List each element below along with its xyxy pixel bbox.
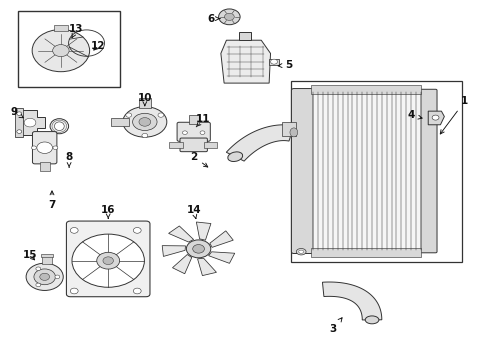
- Text: 6: 6: [207, 14, 220, 24]
- Bar: [169, 141, 183, 148]
- Bar: [53, 24, 68, 31]
- Bar: [42, 256, 52, 264]
- Polygon shape: [196, 222, 211, 240]
- Text: 14: 14: [186, 206, 201, 219]
- Text: 10: 10: [138, 93, 152, 105]
- Circle shape: [270, 59, 277, 64]
- Text: 2: 2: [190, 152, 208, 167]
- Bar: [15, 108, 23, 137]
- Bar: [139, 98, 151, 108]
- Circle shape: [32, 30, 90, 72]
- Ellipse shape: [299, 250, 304, 253]
- Ellipse shape: [133, 113, 157, 131]
- Circle shape: [133, 228, 141, 233]
- Circle shape: [17, 112, 22, 116]
- Polygon shape: [322, 282, 382, 320]
- Circle shape: [126, 113, 132, 117]
- Text: 12: 12: [91, 41, 106, 50]
- Text: 3: 3: [329, 318, 342, 334]
- Circle shape: [55, 275, 60, 279]
- Circle shape: [26, 263, 63, 291]
- Circle shape: [103, 257, 113, 265]
- Text: 11: 11: [196, 114, 211, 127]
- Circle shape: [24, 118, 36, 127]
- Bar: [204, 141, 217, 148]
- Bar: [269, 59, 279, 65]
- Text: 13: 13: [69, 24, 84, 37]
- Text: 7: 7: [49, 191, 56, 210]
- Polygon shape: [21, 110, 45, 135]
- Polygon shape: [162, 246, 186, 256]
- Text: 5: 5: [278, 60, 293, 70]
- Circle shape: [34, 269, 55, 285]
- Circle shape: [139, 118, 151, 126]
- Text: 8: 8: [66, 152, 73, 167]
- Bar: [189, 115, 198, 124]
- Circle shape: [219, 9, 240, 25]
- Circle shape: [17, 130, 22, 134]
- Circle shape: [37, 142, 52, 153]
- Circle shape: [71, 288, 78, 294]
- Circle shape: [53, 146, 58, 149]
- Polygon shape: [209, 252, 235, 263]
- Bar: [292, 81, 463, 262]
- Bar: [311, 248, 421, 257]
- Polygon shape: [226, 125, 294, 161]
- Polygon shape: [428, 111, 444, 125]
- FancyBboxPatch shape: [177, 122, 210, 141]
- Circle shape: [53, 45, 69, 57]
- Text: 15: 15: [23, 250, 37, 260]
- Ellipse shape: [296, 248, 306, 255]
- Bar: [111, 118, 129, 126]
- Circle shape: [97, 252, 120, 269]
- Polygon shape: [221, 40, 270, 83]
- FancyBboxPatch shape: [67, 221, 150, 297]
- Bar: [18, 12, 121, 87]
- Polygon shape: [169, 226, 194, 242]
- Ellipse shape: [123, 107, 167, 137]
- Polygon shape: [197, 258, 217, 276]
- FancyBboxPatch shape: [180, 138, 207, 152]
- Circle shape: [193, 244, 204, 253]
- Text: 1: 1: [441, 96, 468, 134]
- Ellipse shape: [365, 316, 379, 324]
- FancyBboxPatch shape: [32, 132, 57, 164]
- Ellipse shape: [290, 128, 298, 137]
- Circle shape: [224, 13, 234, 21]
- Circle shape: [40, 273, 49, 280]
- Polygon shape: [172, 255, 192, 274]
- Polygon shape: [210, 231, 233, 247]
- Text: 4: 4: [408, 111, 422, 121]
- Circle shape: [72, 234, 145, 287]
- Bar: [311, 85, 421, 94]
- Circle shape: [186, 240, 211, 258]
- Circle shape: [71, 228, 78, 233]
- Circle shape: [142, 134, 148, 138]
- Circle shape: [31, 146, 36, 149]
- Circle shape: [36, 267, 41, 271]
- Circle shape: [36, 283, 41, 287]
- Circle shape: [158, 113, 164, 117]
- Text: 9: 9: [10, 107, 24, 118]
- Bar: [314, 92, 421, 250]
- Bar: [239, 32, 251, 40]
- Bar: [282, 122, 296, 136]
- Circle shape: [133, 288, 141, 294]
- FancyBboxPatch shape: [292, 89, 315, 253]
- Circle shape: [200, 131, 205, 134]
- Ellipse shape: [54, 122, 64, 131]
- Text: 16: 16: [101, 206, 116, 218]
- Ellipse shape: [228, 152, 243, 162]
- Ellipse shape: [50, 119, 69, 134]
- Circle shape: [432, 115, 439, 120]
- Bar: [40, 162, 49, 171]
- FancyBboxPatch shape: [420, 89, 437, 253]
- Bar: [41, 254, 53, 257]
- Circle shape: [182, 131, 187, 134]
